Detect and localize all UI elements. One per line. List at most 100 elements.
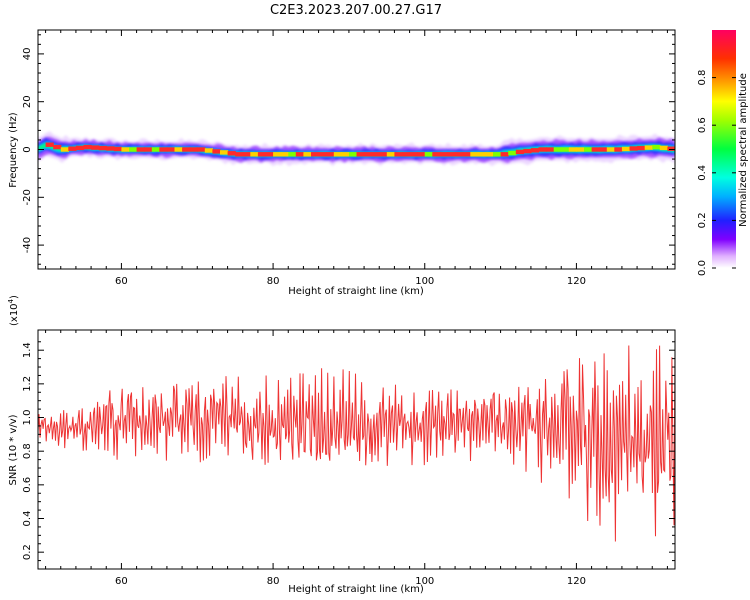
spectrogram-core-segment [629,146,638,151]
y-tick-label: -40 [22,237,33,253]
spectrogram-core-segment [333,152,342,157]
spectrogram-core-segment [500,152,509,157]
snr-frame [37,329,676,570]
spectrogram-core-segment [439,152,449,157]
spectrogram-core-segment [584,147,593,152]
spectrogram-core-segment [432,152,441,157]
spectrogram-core-segment [288,152,297,157]
spectrogram-core-segment [379,152,388,157]
y-tick-label: -20 [22,189,33,205]
spectrogram-core-segment [98,145,107,151]
spectrogram-core-segment [106,146,115,151]
y-tick-label: 1.0 [22,410,33,426]
y-tick-label: 0 [22,146,33,152]
x-tick-label: 80 [267,576,280,587]
spectrogram-core-segment [227,151,236,156]
spectrogram-core-segment [83,144,92,150]
spectrogram-core-segment [515,149,524,155]
colorbar-tick-label: 0.4 [697,165,708,181]
spectrogram-core-segment [204,148,213,153]
spectrogram-core-segment [182,147,191,152]
spectrogram-core-segment [576,147,585,152]
spectrogram-core-segment [462,152,471,157]
colorbar-tick-label: 0.2 [697,212,708,228]
spectrogram-core-segment [652,144,661,150]
spectrogram-core-segment [546,147,555,152]
y-tick-label: 1.4 [22,342,33,358]
spectrogram-core-segment [637,145,646,151]
y-tick-label: 0.8 [22,443,33,459]
spectrogram-x-axis-label: Height of straight line (km) [288,286,424,297]
snr-scale-label: (x104) [7,295,20,326]
spectrogram-core-segment [530,148,540,153]
spectrogram-core-segment [667,146,675,151]
spectrogram-core-segment [485,152,494,157]
snr-series-line [38,345,675,542]
spectrogram-y-axis-label: Frequency (Hz) [8,112,19,188]
spectrogram-core-segment [242,152,251,157]
spectrogram-core-segment [341,152,350,157]
spectrogram-core-segment [477,152,486,157]
spectrogram-plot-area [38,131,675,167]
colorbar-tick-label: 0.0 [697,260,708,276]
spectrogram-core-segment [75,145,85,151]
spectrogram-core-segment [235,152,244,157]
x-tick-label: 60 [115,276,128,287]
spectrogram-core-segment [470,152,479,157]
spectrogram-core-segment [424,152,433,157]
spectrogram-core-segment [447,152,456,157]
spectrogram-core-segment [508,150,517,156]
colorbar-label: Normalized spectral amplitude [738,73,749,227]
spectrogram-core-segment [311,152,320,157]
spectrogram-panel: 60 80 100 120 -40 -20 0 20 40 Height of straight… [8,29,676,297]
x-tick-label: 80 [267,276,280,287]
spectrogram-core-segment [303,152,312,157]
spectrogram-core-segment [265,152,274,157]
spectrogram-core-segment [455,152,464,157]
spectrogram-core-segment [318,152,327,157]
x-tick-label: 60 [115,576,128,587]
colorbar-tick-label: 0.8 [697,70,708,86]
x-tick-label: 120 [567,576,586,587]
spectrogram-core-segment [250,152,259,157]
spectrogram-core-segment [257,152,267,157]
spectrogram-core-segment [561,147,570,152]
spectrogram-core-segment [174,147,183,152]
spectrogram-core-segment [493,152,502,157]
spectrogram-core-segment [591,147,600,152]
spectrogram-core-segment [394,152,403,157]
colorbar-ticks: 0.0 0.2 0.4 0.6 0.8 [697,70,736,276]
snr-x-axis-label: Height of straight line (km) [288,584,424,595]
y-tick-label: 20 [22,95,33,108]
spectrogram-core-segment [402,152,411,157]
snr-ticks: 60 80 100 120 0.2 0.4 0.6 0.8 1.0 1.2 1.4 [22,330,675,587]
spectrogram-core-segment [68,146,77,151]
spectrogram-core-segment [144,147,153,152]
x-tick-label: 120 [567,276,586,287]
y-tick-label: 0.4 [22,511,33,527]
spectrogram-core-segment [166,147,176,152]
spectrogram-core-segment [621,146,631,152]
spectrogram-core-segment [136,147,145,152]
colorbar: 0.0 0.2 0.4 0.6 0.8 Normalized spectral ampl… [697,30,749,276]
spectrogram-core-segment [614,147,623,152]
spectrogram-core-segment [659,145,668,151]
spectrogram-core-segment [417,152,426,157]
y-tick-label: 1.2 [22,376,33,392]
spectrogram-core-segment [553,147,562,152]
y-tick-label: 40 [22,48,33,61]
spectrogram-core-segment [295,152,304,157]
snr-y-axis-label: SNR (10 * v/v) [8,414,19,485]
x-tick-label: 100 [415,276,434,287]
spectrogram-core-segment [53,144,62,150]
spectrogram-core-segment [568,147,577,152]
y-tick-label: 0.2 [22,544,33,560]
spectrogram-core-segment [159,147,168,152]
spectrogram-core-segment [113,146,122,152]
spectrogram-core-segment [371,152,380,157]
spectrogram-core-segment [60,147,69,152]
spectrogram-core-segment [273,152,282,157]
spectrogram-core-segment [197,147,206,152]
spectrogram-core-segment [45,142,54,147]
